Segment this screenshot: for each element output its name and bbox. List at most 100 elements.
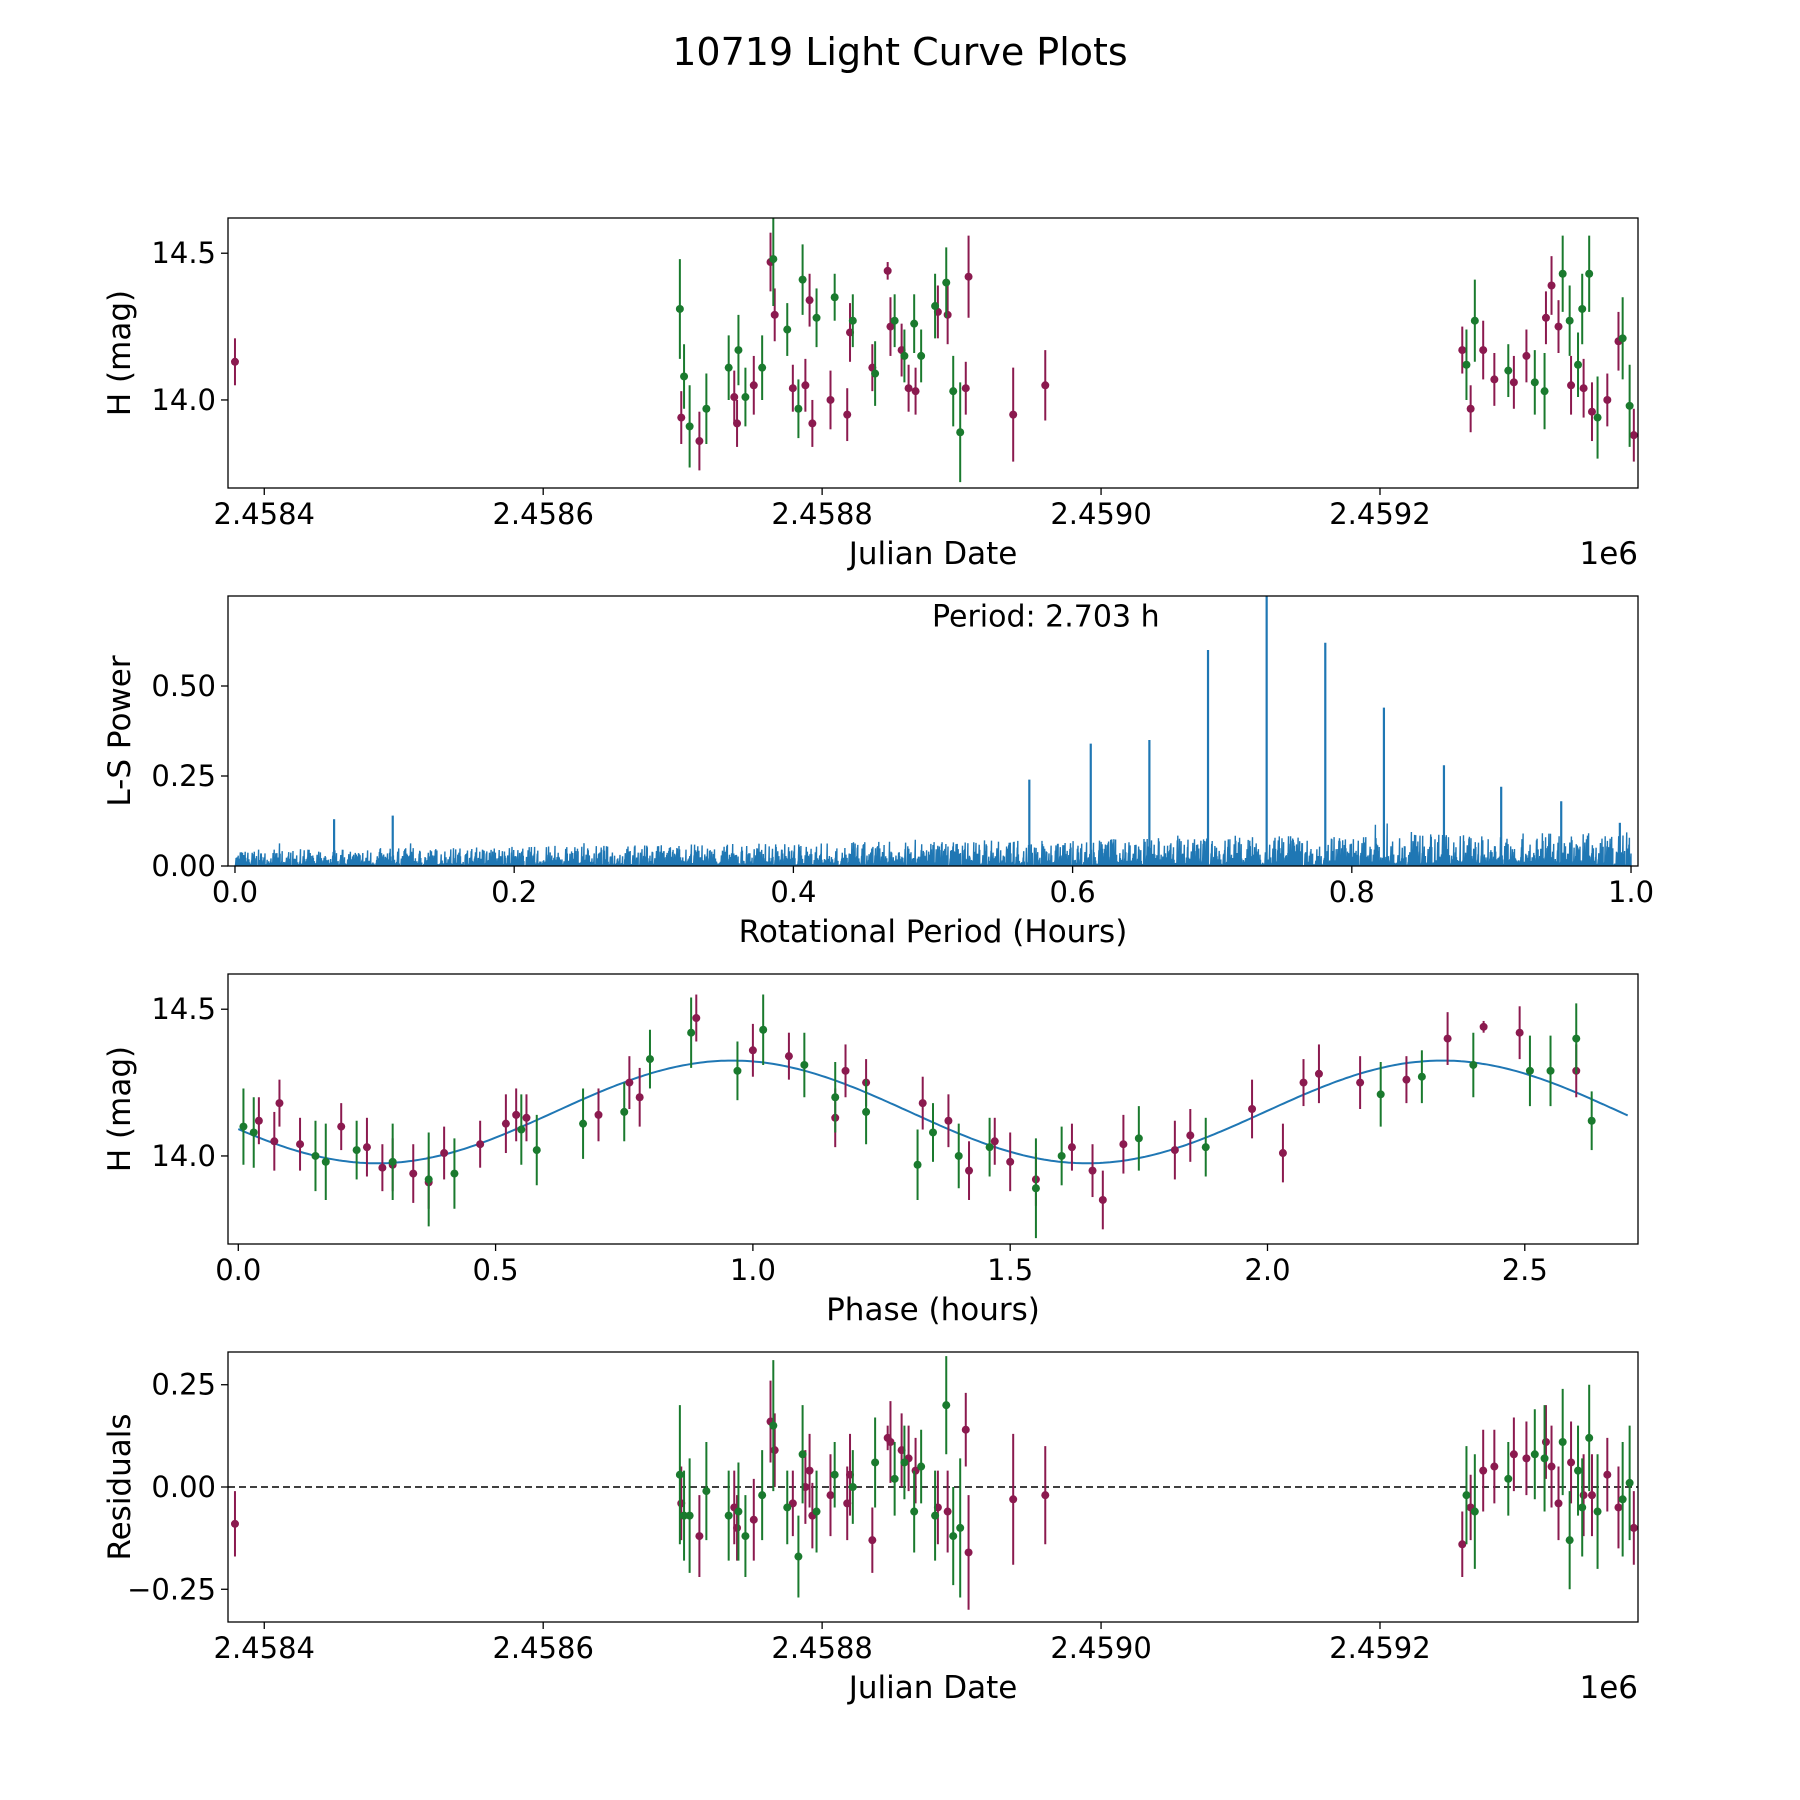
data-point xyxy=(1558,1388,1567,1496)
marker xyxy=(826,395,835,404)
data-point xyxy=(1593,1454,1602,1569)
marker xyxy=(890,316,899,325)
data-point xyxy=(685,1458,694,1573)
data-point xyxy=(871,1417,880,1508)
marker xyxy=(1554,322,1563,331)
marker xyxy=(1031,1184,1040,1193)
data-point xyxy=(1170,1120,1179,1180)
data-point xyxy=(954,1123,963,1189)
data-point xyxy=(942,1356,951,1455)
data-point xyxy=(1314,1044,1323,1104)
data-point xyxy=(1558,235,1567,312)
data-point xyxy=(1618,297,1627,380)
marker xyxy=(724,363,733,372)
data-point xyxy=(532,1114,541,1186)
residuals-x-axis: 2.4584 2.4586 2.4588 2.4590 2.4592 xyxy=(214,1622,1431,1665)
phased-y-axis: 14.0 14.5 xyxy=(151,992,228,1173)
data-point xyxy=(733,399,742,447)
data-point xyxy=(862,1079,871,1145)
marker xyxy=(517,1125,526,1134)
data-point xyxy=(931,273,940,339)
data-point xyxy=(501,1094,510,1154)
marker xyxy=(625,1078,634,1087)
phased-plot-area xyxy=(237,994,1629,1239)
x-tick-label: 2.4592 xyxy=(1329,1631,1430,1665)
data-point xyxy=(1546,1035,1555,1107)
marker xyxy=(702,404,711,413)
x-tick-label: 2.4590 xyxy=(1050,1631,1151,1665)
marker xyxy=(943,310,952,319)
marker xyxy=(1470,316,1479,325)
data-point xyxy=(1462,329,1471,400)
data-point xyxy=(801,358,810,412)
data-point xyxy=(724,335,733,400)
data-point xyxy=(1490,1429,1499,1504)
data-point xyxy=(1458,326,1467,374)
marker xyxy=(800,1060,809,1069)
data-point xyxy=(910,1470,919,1553)
marker xyxy=(1625,401,1634,410)
marker xyxy=(1515,1028,1524,1037)
data-point xyxy=(1554,1466,1563,1541)
marker xyxy=(1618,334,1627,343)
periodogram-panel: Period: 2.703 h 0.0 0.2 0.4 0.6 0.8 1.0 0.00 0.2… xyxy=(102,595,1654,950)
periodogram-title: Period: 2.703 h xyxy=(932,600,1160,635)
data-point xyxy=(450,1138,459,1209)
data-point xyxy=(886,1401,895,1483)
marker xyxy=(733,419,742,428)
marker xyxy=(985,1143,994,1152)
marker xyxy=(798,275,807,284)
data-point xyxy=(800,1032,809,1098)
marker xyxy=(1565,1536,1574,1545)
marker xyxy=(1134,1134,1143,1143)
marker xyxy=(783,325,792,334)
marker xyxy=(733,1066,742,1075)
marker xyxy=(848,1483,857,1491)
data-point xyxy=(1479,320,1488,380)
x-tick-label: 0.4 xyxy=(770,875,816,909)
data-point xyxy=(943,285,952,345)
data-point xyxy=(1565,285,1574,356)
data-point xyxy=(1565,1491,1574,1590)
marker xyxy=(1579,384,1588,393)
marker xyxy=(1490,1462,1499,1471)
data-point xyxy=(517,1094,526,1165)
marker xyxy=(249,1128,258,1137)
marker xyxy=(910,319,919,328)
periodogram-y-label: L-S Power xyxy=(102,655,138,806)
data-point xyxy=(1470,1454,1479,1569)
data-point xyxy=(890,1442,899,1516)
marker xyxy=(910,1507,919,1516)
marker xyxy=(579,1119,588,1128)
x-tick-label: 0.5 xyxy=(473,1253,519,1287)
marker xyxy=(1443,1034,1452,1043)
data-point xyxy=(1574,1425,1583,1516)
data-point xyxy=(352,1120,361,1180)
marker xyxy=(808,419,817,428)
data-point xyxy=(794,1515,803,1598)
marker xyxy=(868,1536,877,1545)
data-point xyxy=(249,1097,258,1168)
marker xyxy=(275,1099,284,1108)
marker xyxy=(848,316,857,325)
marker xyxy=(254,1116,263,1125)
marker xyxy=(1547,281,1556,290)
marker xyxy=(702,1487,711,1496)
data-point xyxy=(1417,1050,1426,1104)
figure-title: 10719 Light Curve Plots xyxy=(672,30,1127,74)
marker xyxy=(1356,1078,1365,1087)
marker xyxy=(1546,1066,1555,1075)
data-point xyxy=(1574,332,1583,398)
data-point xyxy=(929,1103,937,1162)
residuals-x-label: Julian Date xyxy=(847,1670,1018,1706)
data-point xyxy=(1625,364,1634,447)
data-point xyxy=(1567,1421,1576,1504)
marker xyxy=(1299,1078,1308,1087)
marker xyxy=(949,1532,958,1541)
marker xyxy=(1314,1069,1323,1078)
data-point xyxy=(910,294,919,353)
data-point xyxy=(1540,353,1549,430)
marker xyxy=(695,437,704,446)
y-tick-label: 0.00 xyxy=(151,1470,216,1504)
